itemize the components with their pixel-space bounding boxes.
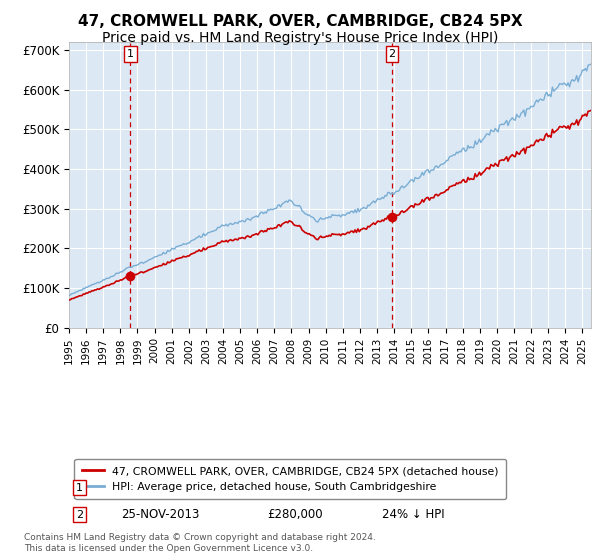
Text: 47, CROMWELL PARK, OVER, CAMBRIDGE, CB24 5PX: 47, CROMWELL PARK, OVER, CAMBRIDGE, CB24… — [77, 14, 523, 29]
Text: 1: 1 — [127, 49, 134, 59]
Text: 1: 1 — [76, 483, 83, 493]
Text: £280,000: £280,000 — [268, 508, 323, 521]
Text: 07-AUG-1998: 07-AUG-1998 — [121, 481, 200, 494]
Text: 25-NOV-2013: 25-NOV-2013 — [121, 508, 200, 521]
Text: 2: 2 — [76, 510, 83, 520]
Text: Contains HM Land Registry data © Crown copyright and database right 2024.
This d: Contains HM Land Registry data © Crown c… — [24, 533, 376, 553]
Text: 24% ↓ HPI: 24% ↓ HPI — [382, 508, 445, 521]
Text: Price paid vs. HM Land Registry's House Price Index (HPI): Price paid vs. HM Land Registry's House … — [102, 31, 498, 45]
Legend: 47, CROMWELL PARK, OVER, CAMBRIDGE, CB24 5PX (detached house), HPI: Average pric: 47, CROMWELL PARK, OVER, CAMBRIDGE, CB24… — [74, 459, 506, 500]
Text: 8% ↓ HPI: 8% ↓ HPI — [382, 481, 437, 494]
Text: £130,000: £130,000 — [268, 481, 323, 494]
Text: 2: 2 — [388, 49, 395, 59]
